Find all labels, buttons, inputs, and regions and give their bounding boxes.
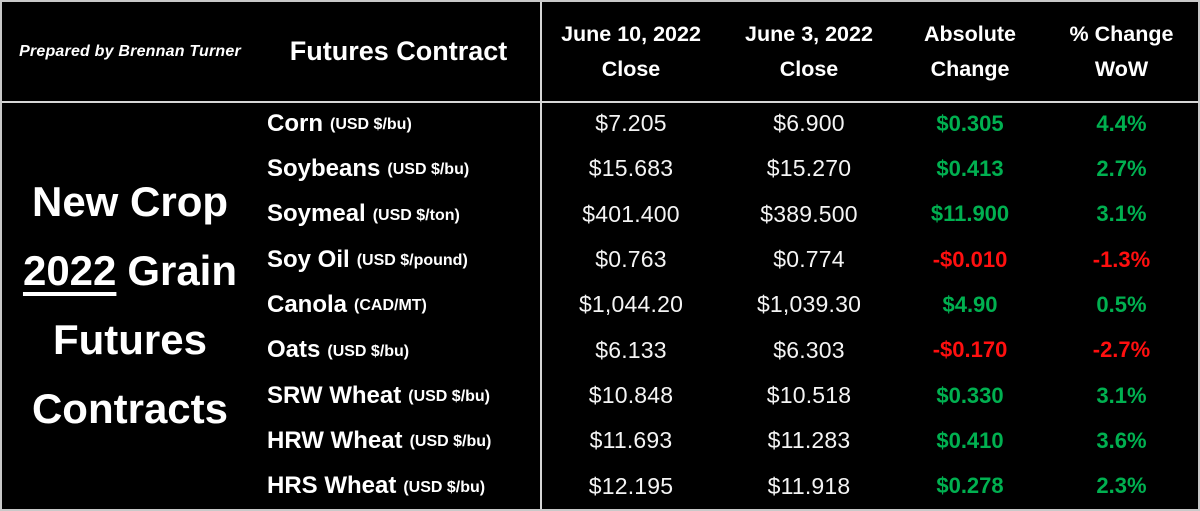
header-divider-line <box>2 101 1198 103</box>
contract-name-cell: Soymeal (USD $/ton) <box>258 192 539 237</box>
contract-name-cell: SRW Wheat (USD $/bu) <box>258 373 539 418</box>
absolute-change-value: $0.410 <box>936 427 1004 453</box>
title-line: Contracts <box>31 384 229 432</box>
close-jun10-value: $11.693 <box>589 427 673 454</box>
page-title: New Crop 2022 Grain Futures Contracts <box>2 101 258 509</box>
contract-name-cell: Soy Oil (USD $/pound) <box>258 237 539 282</box>
pct-change-value: 2.3% <box>1096 473 1147 499</box>
close-jun10-value: $12.195 <box>588 472 674 499</box>
pct-change-value: 2.7% <box>1096 155 1147 181</box>
pct-change-value: -2.7% <box>1092 337 1151 363</box>
contract-name-cell: Canola (CAD/MT) <box>258 282 539 327</box>
column-header-line: % Change <box>1069 22 1174 47</box>
absolute-change-value: $0.413 <box>936 155 1004 181</box>
close-jun3-value: $15.270 <box>766 155 852 182</box>
contract-name-cell: HRW Wheat (USD $/bu) <box>258 418 539 463</box>
absolute-change-value: $0.330 <box>936 382 1004 408</box>
contract-title: Corn <box>267 109 323 137</box>
close-jun3-value: $11.918 <box>767 472 851 499</box>
column-header-line: Absolute <box>924 22 1016 47</box>
close-jun10-value: $0.763 <box>595 246 667 273</box>
column-header-line: June 3, 2022 <box>745 22 873 47</box>
contract-title: Soybeans <box>267 154 381 182</box>
contract-title: Canola <box>267 290 348 318</box>
contract-unit: (USD $/ton) <box>372 206 460 224</box>
pct-change-value: 3.1% <box>1096 201 1147 227</box>
absolute-change-value: $11.900 <box>930 201 1010 227</box>
contract-unit: (USD $/bu) <box>403 478 486 496</box>
contract-unit: (USD $/bu) <box>330 116 412 134</box>
title-line: 2022 Grain <box>23 236 237 305</box>
title-line: Futures <box>52 315 207 363</box>
column-header-absolute-change: Absolute Change <box>895 2 1045 101</box>
close-jun3-value: $1,039.30 <box>756 291 862 318</box>
contract-name-cell: Soybeans (USD $/bu) <box>258 146 539 191</box>
prepared-by-credit: Prepared by Brennan Turner <box>19 42 241 60</box>
title-line: New Crop <box>31 177 228 225</box>
close-jun3-value: $389.500 <box>760 200 858 227</box>
close-jun3-value: $6.900 <box>773 110 845 137</box>
pct-change-value: 3.1% <box>1096 382 1147 408</box>
contract-title: HRW Wheat <box>267 426 403 454</box>
title-line-rest: Grain <box>127 246 238 294</box>
close-jun10-value: $7.205 <box>595 110 667 137</box>
column-header-line: June 10, 2022 <box>561 22 701 47</box>
close-jun3-value: $10.518 <box>766 382 852 409</box>
column-header-pct-change-wow: % Change WoW <box>1045 2 1198 101</box>
absolute-change-value: -$0.170 <box>932 337 1008 363</box>
column-header-futures-contract: Futures Contract <box>289 36 508 66</box>
contract-title: SRW Wheat <box>267 381 402 409</box>
close-jun3-value: $11.283 <box>767 427 851 454</box>
pct-change-value: -1.3% <box>1092 246 1151 272</box>
column-header-jun10-close: June 10, 2022 Close <box>539 2 723 101</box>
close-jun10-value: $15.683 <box>588 155 674 182</box>
contract-unit: (USD $/bu) <box>408 388 491 406</box>
pct-change-value: 3.6% <box>1096 427 1147 453</box>
contract-name-cell: Oats (USD $/bu) <box>258 328 539 373</box>
contract-unit: (USD $/pound) <box>356 252 468 270</box>
contract-title: HRS Wheat <box>267 472 397 500</box>
close-jun10-value: $6.133 <box>595 336 667 363</box>
vertical-gridline <box>540 2 542 509</box>
close-jun10-value: $401.400 <box>582 200 680 227</box>
title-year-underlined: 2022 <box>22 246 117 294</box>
column-header-line: WoW <box>1094 56 1149 81</box>
contract-title: Soy Oil <box>267 245 350 273</box>
contract-unit: (USD $/bu) <box>327 342 410 360</box>
contract-name-cell: Corn (USD $/bu) <box>258 101 539 146</box>
close-jun3-value: $6.303 <box>773 336 845 363</box>
contract-title: Oats <box>267 336 321 364</box>
pct-change-value: 0.5% <box>1096 291 1147 317</box>
absolute-change-value: $4.90 <box>942 291 998 317</box>
contract-unit: (USD $/bu) <box>387 161 470 179</box>
close-jun10-value: $10.848 <box>588 382 674 409</box>
column-header-jun3-close: June 3, 2022 Close <box>723 2 895 101</box>
column-header-line: Close <box>779 56 839 81</box>
contract-name-cell: HRS Wheat (USD $/bu) <box>258 464 539 509</box>
close-jun3-value: $0.774 <box>773 246 845 273</box>
column-header-line: Change <box>930 56 1010 81</box>
close-jun10-value: $1,044.20 <box>578 291 684 318</box>
absolute-change-value: $0.305 <box>936 110 1004 136</box>
contract-title: Soymeal <box>267 200 366 228</box>
contract-unit: (USD $/bu) <box>409 433 492 451</box>
absolute-change-value: -$0.010 <box>932 246 1008 272</box>
pct-change-value: 4.4% <box>1096 110 1147 136</box>
column-header-line: Close <box>601 56 661 81</box>
absolute-change-value: $0.278 <box>936 473 1004 499</box>
contract-unit: (CAD/MT) <box>354 297 427 315</box>
